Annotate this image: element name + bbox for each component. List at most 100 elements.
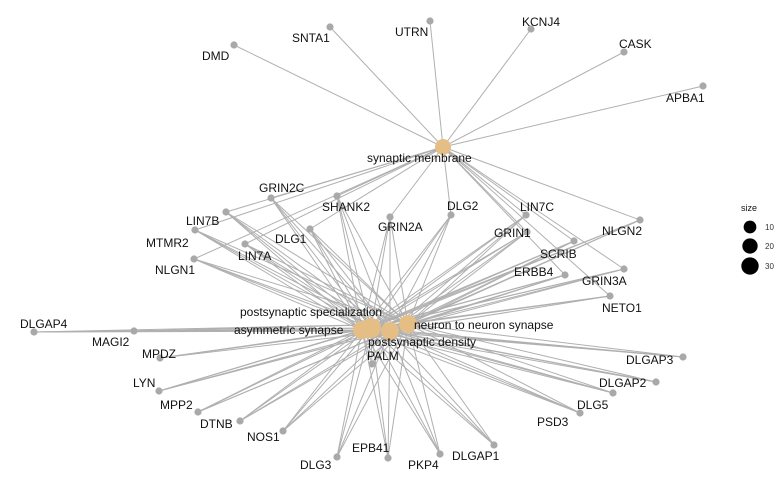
edge-nlgn2-membrane: [442, 146, 641, 221]
edge-mtmr2-pss: [194, 229, 372, 329]
gene-label-utrn: UTRN: [395, 25, 428, 39]
gene-node-lin7c: [522, 211, 530, 219]
edge-epb41-asy: [361, 329, 389, 459]
edge-dlg2-n2n: [407, 214, 452, 325]
edge-dlgap2-n2n: [407, 323, 657, 383]
edge-dlg1-pss: [309, 228, 372, 329]
edge-mtmr2-psd: [194, 229, 391, 332]
gene-node-utrn: [426, 17, 434, 25]
gene-label-nlgn2: NLGN2: [602, 224, 642, 238]
gene-label-apba1: APBA1: [666, 91, 705, 105]
edge-grin2a-pss: [370, 216, 391, 329]
legend-dot-20: [742, 238, 758, 254]
gene-node-mtmr2: [191, 226, 199, 234]
gene-node-dlg5: [609, 389, 617, 397]
label-layer: DMD SNTA1 UTRN KCNJ4 CASK APBA1 GRIN2C LIN7B SHA…: [20, 15, 705, 472]
gene-label-dtnb: DTNB: [200, 417, 233, 431]
gene-label-dmd: DMD: [202, 49, 230, 63]
edge-nos1-n2n: [282, 323, 409, 432]
gene-label-lin7b: LIN7B: [186, 214, 219, 228]
edge-dlg2-asy: [361, 214, 452, 331]
edge-dlg5-asy: [361, 329, 614, 394]
gene-label-scrib: SCRIB: [540, 247, 577, 261]
edge-shank2-pss: [336, 195, 372, 329]
edge-dlg5-n2n: [407, 323, 614, 394]
edge-pkp4-psd: [389, 330, 441, 455]
edge-lin7a-psd: [244, 243, 391, 332]
edge-scrib-asy: [361, 240, 575, 331]
term-node-n2n: [399, 315, 417, 333]
gene-node-neto1: [606, 292, 614, 300]
edge-lin7a-asy: [244, 243, 363, 331]
edge-grin1-psd: [389, 231, 528, 332]
edge-dlg2-membrane: [442, 146, 452, 216]
gene-label-psd3: PSD3: [537, 415, 569, 429]
edge-lin7c-membrane: [442, 146, 527, 216]
gene-node-nos1: [279, 427, 287, 435]
edge-dlg1-n2n: [309, 228, 409, 325]
term-label-asy: asymmetric synapse: [234, 323, 344, 337]
edge-dlgap1-asy: [361, 329, 495, 446]
gene-node-nlgn1: [190, 255, 198, 263]
gene-label-dlgap1: DLGAP1: [452, 449, 500, 463]
edge-lin7a-membrane: [244, 146, 444, 245]
gene-node-lin7a: [241, 240, 249, 248]
edge-lin7a-n2n: [244, 243, 409, 325]
edge-lin7c-asy: [361, 214, 527, 331]
gene-label-dlgap4: DLGAP4: [20, 317, 68, 331]
gene-node-shank2: [333, 192, 341, 200]
edge-grin2a-n2n: [389, 216, 409, 325]
gene-label-dlgap3: DLGAP3: [626, 353, 674, 367]
edge-psd3-pss: [370, 327, 581, 414]
edge-nos1-pss: [282, 327, 372, 432]
edge-grin1-n2n: [407, 231, 528, 325]
edge-grin2c-asy: [270, 197, 363, 331]
gene-label-grin2c: GRIN2C: [259, 181, 305, 195]
gene-label-dlg3: DLG3: [300, 458, 332, 472]
edge-grin1-asy: [361, 231, 528, 331]
edge-dlgap1-psd: [389, 330, 495, 446]
edge-dmd-membrane: [233, 44, 444, 148]
edge-dlg3-psd: [336, 330, 391, 458]
edge-nos1-psd: [282, 330, 391, 432]
edge-grin2c-n2n: [270, 197, 409, 325]
term-node-asy: [353, 321, 371, 339]
gene-node-lyn: [155, 387, 163, 395]
legend-label-30: 30: [765, 262, 774, 271]
edge-lin7b-membrane: [225, 146, 444, 213]
edge-psd3-asy: [361, 329, 581, 414]
gene-node-dlg3: [333, 453, 341, 461]
gene-label-magi2: MAGI2: [92, 335, 130, 349]
legend-dot-10: [743, 220, 757, 234]
edge-shank2-n2n: [336, 195, 409, 325]
legend-label-10: 10: [765, 223, 774, 232]
gene-node-dmd: [230, 41, 238, 49]
gene-node-pkp4: [436, 450, 444, 458]
edge-nos1-asy: [282, 329, 363, 432]
edge-dlg2-pss: [370, 214, 452, 329]
edge-lyn-psd: [158, 330, 391, 392]
edge-erbb4-asy: [361, 274, 566, 331]
edge-grin2a-membrane: [389, 146, 444, 218]
gene-node-psd3: [576, 409, 584, 417]
gene-label-grin1: GRIN1: [494, 226, 531, 240]
edge-dlgap3-n2n: [407, 323, 684, 358]
node-layer: [30, 17, 707, 462]
term-label-psd: postsynaptic density: [368, 335, 476, 349]
gene-node-cask: [620, 48, 628, 56]
gene-label-erbb4: ERBB4: [514, 265, 554, 279]
edge-dlgap1-n2n: [407, 323, 495, 446]
edge-nlgn1-pss: [193, 258, 372, 329]
gene-node-dlg2: [447, 211, 455, 219]
gene-node-kcnj4: [527, 25, 535, 33]
edge-lyn-asy: [158, 329, 363, 392]
gene-node-dlgap1: [490, 441, 498, 449]
edge-utrn-membrane: [429, 20, 444, 148]
edge-dlg1-asy: [309, 228, 363, 331]
term-label-n2n: neuron to neuron synapse: [414, 318, 554, 332]
term-label-mem: synaptic membrane: [367, 151, 472, 165]
gene-node-epb41: [384, 454, 392, 462]
edge-dlgap3-psd: [389, 330, 684, 358]
gene-label-mtmr2: MTMR2: [146, 236, 189, 250]
gene-label-epb41: EPB41: [352, 441, 390, 455]
